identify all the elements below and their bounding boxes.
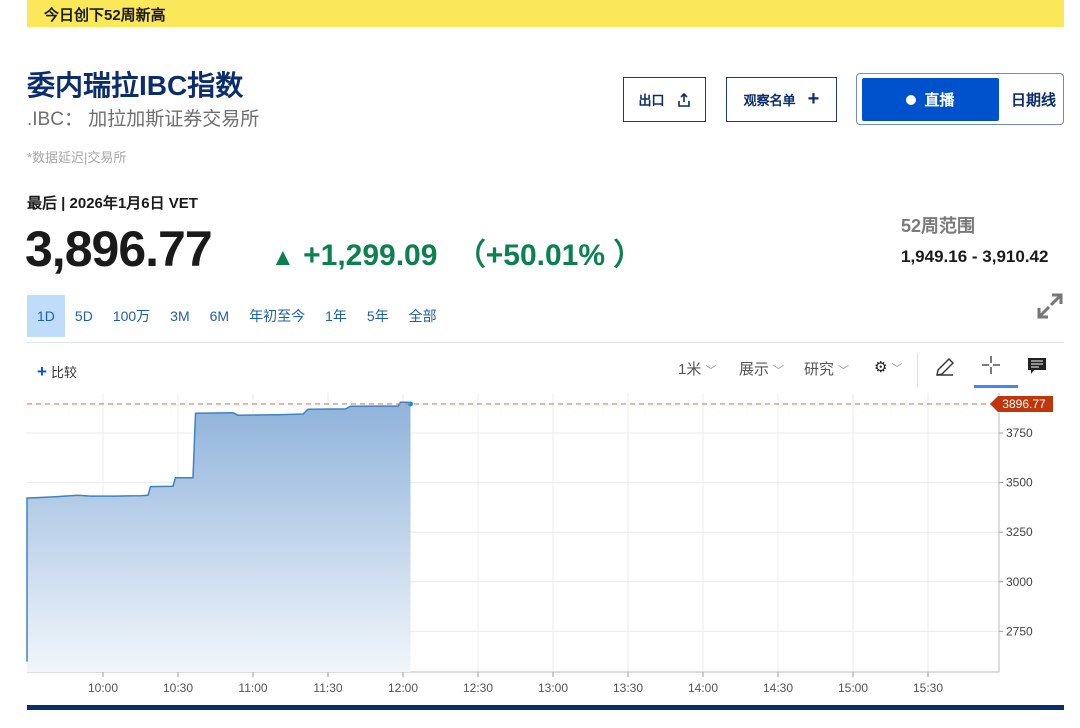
x-tick-label: 14:30 <box>763 681 793 695</box>
watchlist-button[interactable]: 观察名单 + <box>726 77 837 122</box>
last-price: 3,896.77 <box>25 221 213 277</box>
y-tick-label: 3750 <box>1006 426 1033 440</box>
period-tab-0[interactable]: 1D <box>27 295 65 337</box>
live-dot-icon <box>906 94 917 105</box>
expand-icon[interactable] <box>1036 292 1064 320</box>
period-tab-5[interactable]: 年初至今 <box>249 308 306 324</box>
x-tick-label: 10:00 <box>88 681 118 695</box>
pencil-icon[interactable] <box>934 356 956 378</box>
export-button[interactable]: 出口 <box>623 77 706 122</box>
period-tab-3[interactable]: 3M <box>170 308 190 324</box>
settings-dropdown[interactable]: ⚙ ﹀ <box>874 358 902 376</box>
period-tab-6[interactable]: 1年 <box>325 308 347 324</box>
compare-button[interactable]: + 比较 <box>37 362 77 382</box>
52-week-high-banner: 今日创下52周新高 <box>27 0 1064 27</box>
display-label: 展示 <box>739 361 770 378</box>
x-tick-label: 12:00 <box>388 681 418 695</box>
chevron-down-icon: ﹀ <box>891 363 903 375</box>
y-tick-label: 2750 <box>1006 624 1033 638</box>
toolbar-divider <box>917 353 918 387</box>
x-tick-label: 11:00 <box>238 681 267 695</box>
live-label: 直播 <box>924 92 955 109</box>
period-tab-7[interactable]: 5年 <box>366 308 389 324</box>
period-tab-4[interactable]: 6M <box>209 308 230 324</box>
active-tool-indicator <box>974 385 1018 388</box>
change-percent: （+50.01% ） <box>455 239 644 272</box>
chevron-down-icon: ﹀ <box>773 365 785 377</box>
watchlist-label: 观察名单 <box>743 93 796 108</box>
range-value: 1,949.16 - 3,910.42 <box>901 247 1049 266</box>
last-price-point <box>408 401 413 407</box>
share-icon <box>677 92 690 107</box>
price-chart[interactable]: 2750 3000 3250 3500 3750 10:00 10:30 11:00 11:30… <box>0 388 1080 698</box>
x-tick-label: 14:00 <box>688 681 718 695</box>
x-tick-label: 12:30 <box>463 681 493 695</box>
up-arrow-icon: ▲ <box>271 244 295 271</box>
interval-dropdown[interactable]: 1米 ﹀ <box>678 358 716 379</box>
price-area <box>27 402 411 672</box>
export-label: 出口 <box>638 93 665 108</box>
price-tag-label: 3896.77 <box>1002 397 1046 411</box>
y-tick-label: 3500 <box>1006 476 1033 490</box>
price-change: ▲ +1,299.09 （+50.01% ） <box>271 230 643 274</box>
plus-icon: + <box>807 88 820 110</box>
price-tag <box>990 395 1053 412</box>
y-tick-label: 3250 <box>1006 525 1033 539</box>
divider <box>27 342 1064 343</box>
footer-bar <box>27 705 1064 710</box>
x-tick-label: 15:30 <box>913 681 943 695</box>
period-tab-1[interactable]: 5D <box>74 308 93 324</box>
y-tick-label: 3000 <box>1006 575 1033 589</box>
x-tick-label: 15:00 <box>838 681 868 695</box>
delay-note: *数据延迟|交易所 <box>27 150 127 165</box>
page-title: 委内瑞拉IBC指数 <box>27 70 244 101</box>
interval-label: 1米 <box>678 361 702 378</box>
chevron-down-icon: ﹀ <box>705 365 717 377</box>
daily-button[interactable]: 日期线 <box>1011 92 1057 109</box>
compare-label: 比较 <box>50 365 77 380</box>
period-tab-2[interactable]: 100万 <box>112 308 151 324</box>
x-tick-label: 13:00 <box>538 681 568 695</box>
plus-icon: + <box>37 362 47 381</box>
price-line <box>26 401 411 662</box>
period-tabs: 1D 5D 100万 3M 6M 年初至今 1年 5年 全部 <box>27 295 447 337</box>
live-button[interactable]: 直播 <box>862 78 999 121</box>
research-label: 研究 <box>804 361 835 378</box>
x-tick-label: 13:30 <box>613 681 643 695</box>
range-label: 52周范围 <box>901 216 976 236</box>
x-tick-label: 11:30 <box>313 681 342 695</box>
gear-icon: ⚙ <box>874 359 888 376</box>
chart-mode-toggle: 直播 日期线 <box>856 73 1064 125</box>
display-dropdown[interactable]: 展示 ﹀ <box>739 358 784 379</box>
chevron-down-icon: ﹀ <box>838 365 850 377</box>
crosshair-icon[interactable] <box>981 355 1001 375</box>
period-tab-8[interactable]: 全部 <box>408 308 437 324</box>
symbol-exchange: .IBC： 加拉加斯证券交易所 <box>27 109 260 130</box>
comment-icon[interactable] <box>1027 357 1047 375</box>
research-dropdown[interactable]: 研究 ﹀ <box>804 358 849 379</box>
change-value: +1,299.09 <box>303 239 438 272</box>
x-tick-label: 10:30 <box>163 681 193 695</box>
last-updated: 最后 | 2026年1月6日 VET <box>27 195 198 212</box>
